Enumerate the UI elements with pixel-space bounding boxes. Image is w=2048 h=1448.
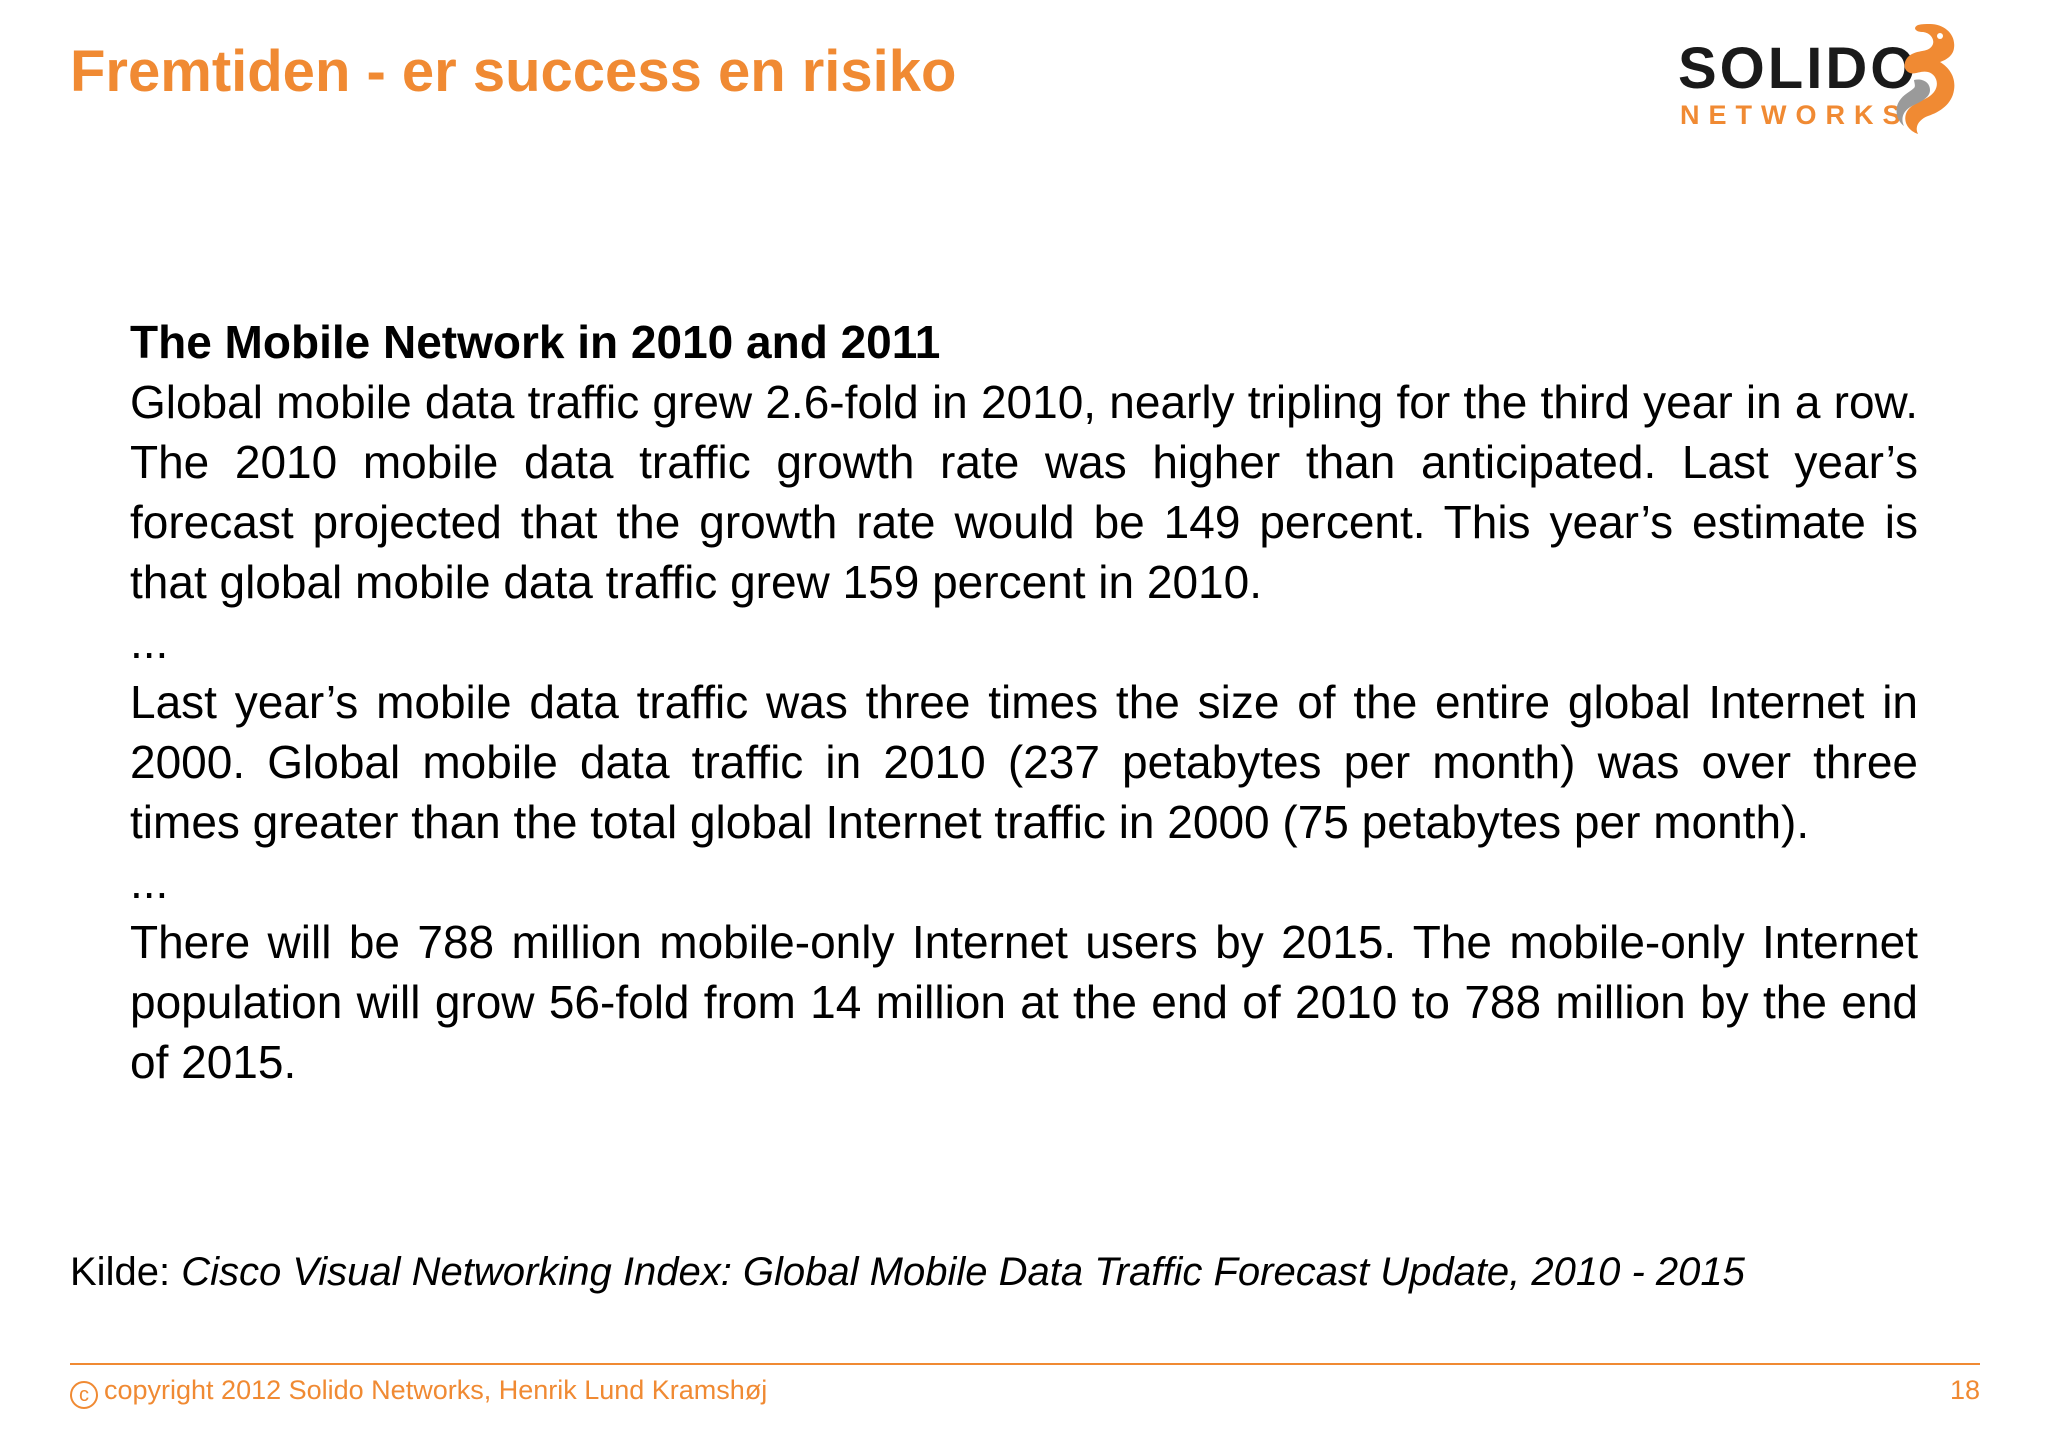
paragraph-traffic-growth: Global mobile data traffic grew 2.6-fold… [130,376,1918,608]
source-label: Kilde: [70,1250,171,1294]
logo-wordmark: SOLIDO [1678,36,1919,101]
footer-copyright: c copyright 2012 Solido Networks, Henrik … [70,1375,767,1409]
source-citation: Kilde: Cisco Visual Networking Index: Gl… [70,1246,1745,1298]
logo-subtitle: NETWORKS [1680,100,1910,130]
slide-title: Fremtiden - er success en risiko [70,39,957,104]
footer-divider [70,1363,1980,1365]
solido-networks-logo: SOLIDO NETWORKS [1672,20,1962,138]
paragraph-mobile-only-users: There will be 788 million mobile-only In… [130,916,1918,1088]
page-number: 18 [1949,1375,1980,1405]
main-content: The Mobile Network in 2010 and 2011 Glob… [130,312,1918,1092]
copyright-icon: c [70,1381,98,1409]
ellipsis-separator: ... [130,616,169,668]
ellipsis-separator: ... [130,856,169,908]
seahorse-logo-icon [1896,24,1955,134]
copyright-text: copyright 2012 Solido Networks, Henrik L… [104,1375,768,1405]
source-title: Cisco Visual Networking Index: Global Mo… [181,1250,1745,1294]
paragraph-traffic-comparison: Last year’s mobile data traffic was thre… [130,676,1918,848]
section-heading: The Mobile Network in 2010 and 2011 [130,316,941,368]
